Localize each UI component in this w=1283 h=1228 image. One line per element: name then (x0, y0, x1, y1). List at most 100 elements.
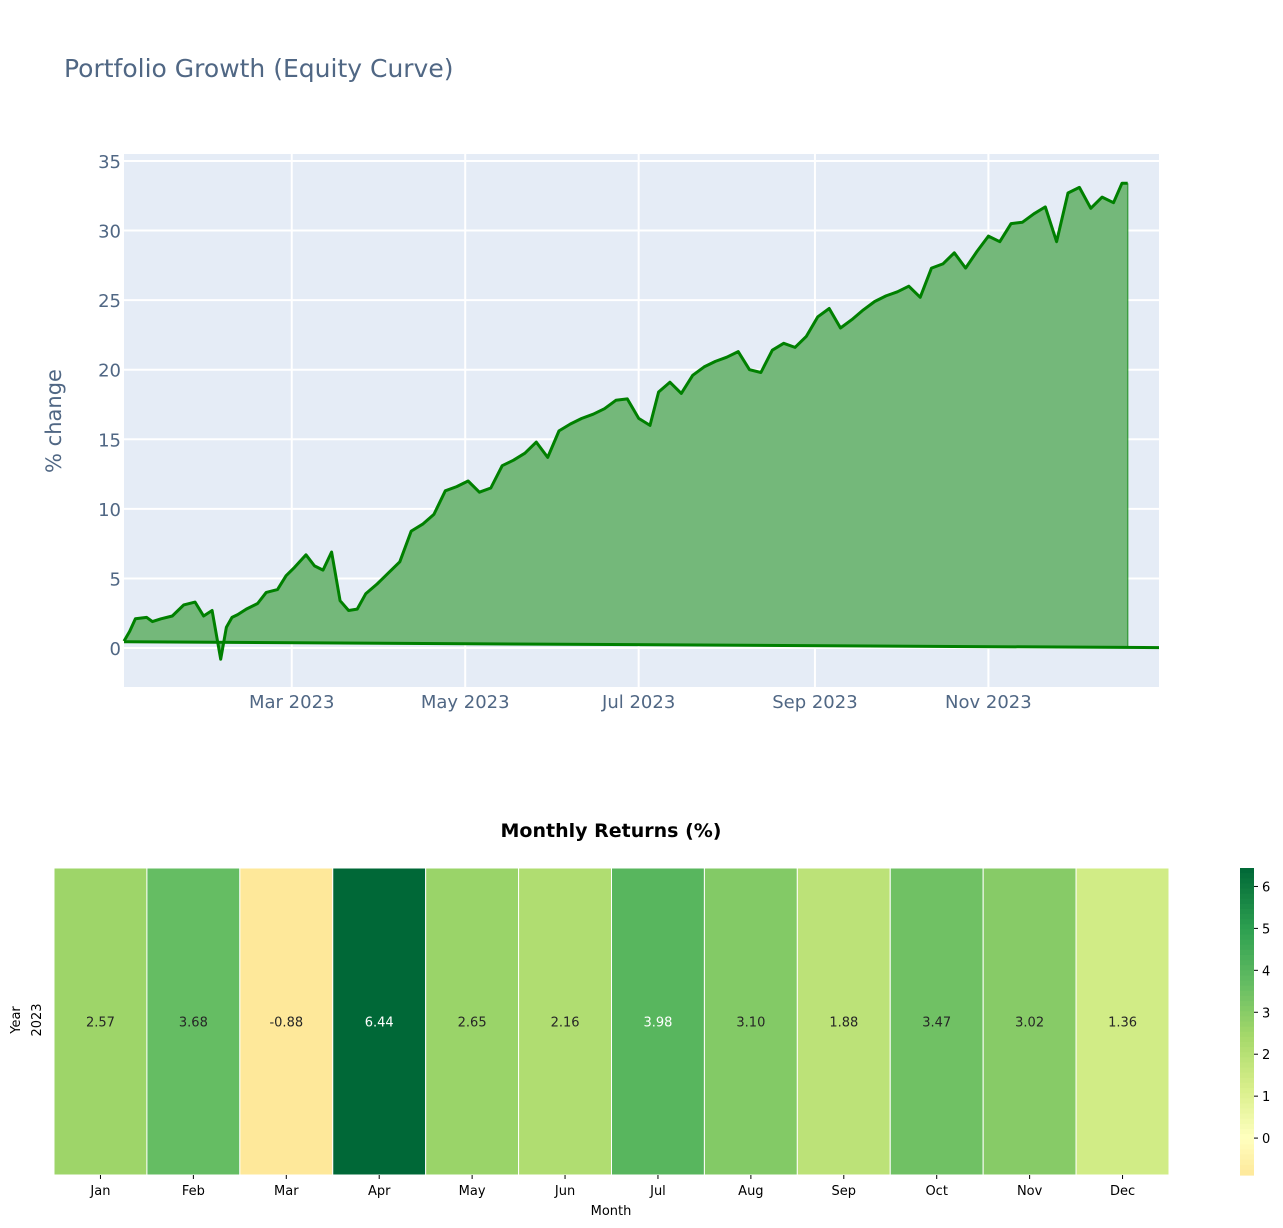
colorbar-segment (1240, 985, 1254, 992)
colorbar-segment (1240, 1077, 1254, 1084)
heatmap-cell-label: 3.10 (736, 1016, 765, 1031)
equity-curve-chart: Portfolio Growth (Equity Curve) 0 5 10 15 20… (42, 54, 1160, 713)
colorbar-tick-label: 3 (1262, 1006, 1270, 1021)
colorbar-segment (1240, 1011, 1254, 1017)
heatmap-cell-label: 2.57 (86, 1016, 115, 1031)
heatmap-cell (425, 867, 520, 1176)
colorbar-segment (1240, 873, 1254, 879)
colorbar-segment (1240, 1113, 1254, 1120)
colorbar-segment (1240, 1057, 1254, 1064)
colorbar-segment (1240, 903, 1254, 910)
colorbar-segment (1240, 965, 1254, 971)
equity-area-fill (124, 183, 1128, 660)
equity-y-tick-label: 25 (98, 291, 121, 312)
equity-y-tick-label: 0 (110, 639, 121, 660)
heatmap-x-tick-labels: Jan Feb Mar Apr May Jun Jul Aug Sep Oct Nov Dec (89, 1175, 1135, 1199)
equity-x-tick-label: Nov 2023 (945, 692, 1032, 713)
colorbar-segment (1240, 868, 1254, 874)
heatmap-cell-label: -0.88 (269, 1016, 303, 1031)
colorbar-segment (1240, 908, 1254, 915)
heatmap-cell-label: 3.02 (1015, 1016, 1044, 1031)
colorbar-segment (1240, 1016, 1254, 1023)
equity-x-tick-label: May 2023 (421, 692, 510, 713)
colorbar-segment (1240, 1088, 1254, 1094)
colorbar-segment (1240, 990, 1254, 997)
colorbar-tick-label: 4 (1262, 964, 1270, 979)
colorbar-segment (1240, 1036, 1254, 1043)
colorbar-segment (1240, 934, 1254, 941)
colorbar-segment (1240, 970, 1254, 977)
equity-y-tick-label: 10 (98, 500, 121, 521)
colorbar-segment (1240, 914, 1254, 920)
heatmap-row-label: 2023 (30, 1003, 45, 1036)
heatmap-x-axis-label: Month (591, 1204, 632, 1219)
colorbar-segment (1240, 1118, 1254, 1125)
heatmap-cell (1075, 867, 1170, 1176)
equity-x-tick-label: Mar 2023 (249, 692, 335, 713)
heatmap-cell (146, 867, 241, 1176)
colorbar-segment (1240, 1134, 1254, 1140)
colorbar-segment (1240, 1067, 1254, 1074)
heatmap-cell-label: 2.65 (458, 1016, 487, 1031)
colorbar-segment (1240, 1026, 1254, 1033)
colorbar-segment (1240, 883, 1254, 890)
monthly-returns-heatmap: Monthly Returns (%) 2.57 3.68 -0.88 6.44 2.6… (9, 820, 1270, 1219)
heatmap-x-tick-label: Nov (1017, 1184, 1043, 1199)
colorbar-tick-label: 6 (1262, 880, 1270, 895)
colorbar-segment (1240, 888, 1254, 895)
colorbar-tick-label: 0 (1262, 1132, 1270, 1147)
heatmap-cell (239, 867, 334, 1176)
colorbar-tick-label: 2 (1262, 1048, 1270, 1063)
colorbar-segment (1240, 1006, 1254, 1012)
heatmap-cell-label: 2.16 (551, 1016, 580, 1031)
colorbar-segment (1240, 1021, 1254, 1028)
colorbar-segment (1240, 1001, 1254, 1007)
equity-y-tick-labels: 0 5 10 15 20 25 30 35 (98, 152, 121, 660)
heatmap-x-tick-label: Dec (1110, 1184, 1135, 1199)
colorbar-segment (1240, 1047, 1254, 1053)
colorbar-segment (1240, 1082, 1254, 1089)
equity-series-line (122, 181, 1160, 661)
colorbar-segment (1240, 1052, 1254, 1058)
equity-x-tick-label: Jul 2023 (601, 692, 675, 713)
colorbar-segment (1240, 919, 1254, 925)
equity-x-tick-labels: Mar 2023 May 2023 Jul 2023 Sep 2023 Nov 2023 (249, 692, 1032, 713)
colorbar-segment (1240, 1169, 1254, 1176)
heatmap-x-tick-label: Sep (832, 1184, 857, 1199)
equity-chart-title: Portfolio Growth (Equity Curve) (64, 54, 454, 83)
heatmap-cell (53, 867, 148, 1176)
heatmap-cell (611, 867, 705, 1176)
equity-y-tick-label: 30 (98, 222, 121, 243)
colorbar-segment (1240, 898, 1254, 905)
heatmap-x-tick-label: Oct (925, 1184, 947, 1199)
colorbar-segment (1240, 949, 1254, 956)
heatmap-cells: 2.57 3.68 -0.88 6.44 2.65 2.16 3.98 3.10 1.88 3.4… (53, 867, 1170, 1176)
heatmap-x-tick-label: Jun (554, 1184, 575, 1199)
heatmap-cell-label: 1.88 (829, 1016, 858, 1031)
colorbar-segment (1240, 1139, 1254, 1145)
colorbar-segment (1240, 1149, 1254, 1156)
colorbar-segment (1240, 1159, 1254, 1166)
colorbar-segment (1240, 975, 1254, 982)
equity-y-tick-label: 5 (110, 569, 121, 590)
equity-y-axis-label: % change (42, 369, 66, 473)
colorbar-segment (1240, 1041, 1254, 1048)
heatmap-cell-label: 3.98 (643, 1016, 672, 1031)
colorbar-segment (1240, 1103, 1254, 1110)
heatmap-x-tick-label: Apr (368, 1184, 391, 1199)
heatmap-cell-label: 3.47 (922, 1016, 951, 1031)
heatmap-colorbar (1240, 868, 1254, 1176)
colorbar-segment (1240, 1031, 1254, 1038)
colorbar-segment (1240, 878, 1254, 884)
colorbar-segment (1240, 1062, 1254, 1069)
heatmap-cell (796, 867, 891, 1176)
heatmap-x-tick-label: May (459, 1184, 486, 1199)
colorbar-segment (1240, 1072, 1254, 1079)
heatmap-cell-label: 1.36 (1108, 1016, 1137, 1031)
heatmap-x-tick-label: Jan (89, 1184, 110, 1199)
equity-baseline (123, 640, 1160, 650)
colorbar-segment (1240, 1123, 1254, 1130)
colorbar-segment (1240, 944, 1254, 951)
colorbar-segment (1240, 924, 1254, 930)
colorbar-segment (1240, 1144, 1254, 1151)
